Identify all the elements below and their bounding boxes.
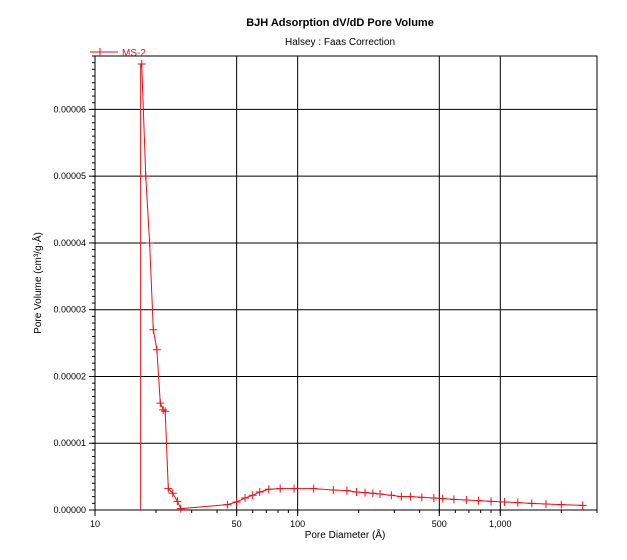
y-axis-label: Pore Volume (cm³/g·Å)	[31, 232, 44, 334]
data-point-marker	[290, 484, 299, 493]
y-axis-ticks: 0.00000 0.00001 0.00002 0.00003 0.00004 0.000…	[53, 55, 95, 515]
x-axis-ticks: 10 50 100 500 1,000	[90, 510, 598, 529]
series-layer	[137, 60, 587, 513]
legend-plus-marker	[96, 48, 104, 56]
data-point-marker	[438, 494, 447, 503]
x-tick-label: 50	[232, 519, 242, 529]
data-point-marker	[168, 489, 177, 498]
data-point-marker	[176, 504, 185, 513]
data-point-marker	[173, 497, 182, 506]
data-point-marker	[578, 501, 587, 510]
y-tick-label: 0.00002	[53, 371, 86, 381]
data-point-marker	[329, 485, 338, 494]
data-point-marker	[149, 325, 158, 334]
data-point-marker	[361, 488, 370, 497]
x-tick-label: 1,000	[489, 519, 512, 529]
data-point-marker	[264, 485, 273, 494]
legend-label-ms-2: MS-2	[122, 48, 146, 59]
plot-area	[94, 55, 598, 511]
data-point-marker	[376, 489, 385, 498]
y-tick-label: 0.00001	[53, 438, 86, 448]
data-point-marker	[500, 497, 509, 506]
data-point-marker	[429, 493, 438, 502]
data-point-marker	[248, 491, 257, 500]
data-point-marker	[527, 499, 536, 508]
y-tick-label: 0.00004	[53, 238, 86, 248]
data-point-marker	[449, 495, 458, 504]
data-point-marker	[342, 486, 351, 495]
data-point-marker	[241, 493, 250, 502]
y-tick-label: 0.00005	[53, 171, 86, 181]
data-point-marker	[276, 484, 285, 493]
x-tick-label: 100	[290, 519, 305, 529]
data-point-marker	[137, 60, 146, 69]
data-point-marker	[474, 496, 483, 505]
x-axis-label: Pore Diameter (Å)	[305, 528, 386, 541]
data-point-marker	[309, 484, 318, 493]
gridlines	[95, 56, 597, 510]
data-point-marker	[487, 497, 496, 506]
legend: MS-2	[90, 48, 146, 59]
data-point-marker	[387, 491, 396, 500]
y-tick-label: 0.00003	[53, 305, 86, 315]
x-tick-label: 500	[432, 519, 447, 529]
data-point-marker	[161, 407, 170, 416]
data-point-marker	[145, 238, 154, 247]
chart-subtitle: Halsey : Faas Correction	[285, 37, 395, 48]
data-point-marker	[352, 487, 361, 496]
chart-title: BJH Adsorption dV/dD Pore Volume	[246, 17, 434, 29]
data-point-marker	[255, 487, 264, 496]
data-point-marker	[557, 500, 566, 509]
data-point-marker	[141, 172, 150, 181]
data-point-marker	[152, 345, 161, 354]
data-point-marker	[368, 489, 377, 498]
data-point-marker	[232, 497, 241, 506]
data-point-marker	[164, 484, 173, 493]
data-point-marker	[397, 492, 406, 501]
data-point-marker	[156, 399, 165, 408]
y-tick-label: 0.00000	[53, 505, 86, 515]
data-point-marker	[541, 499, 550, 508]
data-point-marker	[406, 492, 415, 501]
data-point-marker	[513, 498, 522, 507]
data-point-marker	[417, 493, 426, 502]
y-tick-label: 0.00006	[53, 104, 86, 114]
x-tick-label: 10	[90, 519, 100, 529]
data-point-marker	[223, 500, 232, 509]
data-point-marker	[462, 495, 471, 504]
data-point-marker	[159, 405, 168, 414]
